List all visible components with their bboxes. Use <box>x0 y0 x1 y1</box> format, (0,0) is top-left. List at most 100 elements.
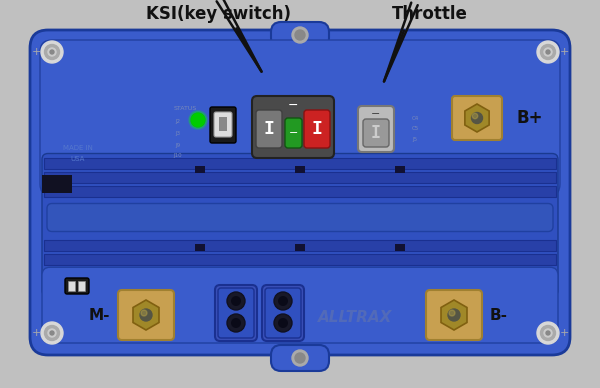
Text: +: + <box>31 328 41 338</box>
FancyBboxPatch shape <box>252 96 334 158</box>
Bar <box>78 281 85 291</box>
Text: I: I <box>311 120 322 138</box>
Text: Throttle: Throttle <box>392 5 468 23</box>
Circle shape <box>231 296 241 306</box>
Text: −: − <box>288 99 298 111</box>
FancyBboxPatch shape <box>452 96 502 140</box>
Circle shape <box>546 50 550 54</box>
Circle shape <box>50 50 54 54</box>
Circle shape <box>48 48 56 56</box>
Circle shape <box>472 113 478 119</box>
Text: J5: J5 <box>412 137 418 142</box>
Text: J9: J9 <box>175 142 181 147</box>
Text: +: + <box>559 328 569 338</box>
FancyBboxPatch shape <box>265 288 301 338</box>
Circle shape <box>448 309 460 321</box>
Circle shape <box>140 309 152 321</box>
Circle shape <box>292 27 308 43</box>
Circle shape <box>546 331 550 335</box>
Bar <box>219 117 227 131</box>
Bar <box>44 171 556 182</box>
FancyBboxPatch shape <box>118 290 174 340</box>
Circle shape <box>541 326 556 341</box>
Circle shape <box>295 353 305 363</box>
Bar <box>195 244 205 251</box>
Text: J3: J3 <box>175 130 181 135</box>
Circle shape <box>41 41 63 63</box>
Text: C4: C4 <box>412 116 419 121</box>
Circle shape <box>292 350 308 366</box>
Text: −: − <box>371 109 380 119</box>
FancyBboxPatch shape <box>426 290 482 340</box>
Circle shape <box>48 329 56 337</box>
Circle shape <box>295 30 305 40</box>
FancyBboxPatch shape <box>42 154 558 296</box>
FancyBboxPatch shape <box>215 285 257 341</box>
Text: USA: USA <box>71 156 85 162</box>
Circle shape <box>44 45 59 59</box>
Circle shape <box>191 113 205 127</box>
FancyBboxPatch shape <box>214 112 232 137</box>
FancyBboxPatch shape <box>358 106 394 152</box>
Circle shape <box>449 310 455 316</box>
Circle shape <box>227 314 245 332</box>
FancyBboxPatch shape <box>65 278 89 294</box>
Circle shape <box>541 45 556 59</box>
Text: C5: C5 <box>412 126 419 132</box>
Bar <box>195 166 205 173</box>
Text: ALLTRAX: ALLTRAX <box>318 310 392 326</box>
Circle shape <box>544 48 552 56</box>
Circle shape <box>278 296 288 306</box>
Bar <box>395 166 405 173</box>
Bar <box>295 166 305 173</box>
FancyBboxPatch shape <box>363 119 389 147</box>
Circle shape <box>50 331 54 335</box>
FancyBboxPatch shape <box>47 203 553 232</box>
FancyBboxPatch shape <box>40 40 560 196</box>
FancyBboxPatch shape <box>42 267 558 343</box>
Text: STATUS: STATUS <box>173 106 197 111</box>
Bar <box>295 244 305 251</box>
Text: I: I <box>371 124 381 142</box>
Bar <box>395 244 405 251</box>
Polygon shape <box>465 104 489 132</box>
Circle shape <box>141 310 147 316</box>
Text: KSI(key switch): KSI(key switch) <box>146 5 290 23</box>
Text: −: − <box>289 128 298 138</box>
Bar <box>44 253 556 265</box>
Circle shape <box>544 329 552 337</box>
Polygon shape <box>133 300 159 330</box>
Circle shape <box>41 322 63 344</box>
FancyBboxPatch shape <box>285 118 302 148</box>
Polygon shape <box>441 300 467 330</box>
Circle shape <box>231 318 241 328</box>
Circle shape <box>274 292 292 310</box>
Circle shape <box>274 314 292 332</box>
Circle shape <box>537 322 559 344</box>
FancyBboxPatch shape <box>256 110 282 148</box>
FancyBboxPatch shape <box>30 30 570 355</box>
Circle shape <box>44 326 59 341</box>
Circle shape <box>227 292 245 310</box>
Text: B-: B- <box>490 308 508 322</box>
FancyBboxPatch shape <box>271 22 329 48</box>
FancyBboxPatch shape <box>304 110 330 148</box>
Text: J2: J2 <box>175 120 181 125</box>
Text: I: I <box>263 120 274 138</box>
FancyBboxPatch shape <box>262 285 304 341</box>
FancyBboxPatch shape <box>218 288 254 338</box>
Bar <box>44 239 556 251</box>
Bar <box>42 175 72 193</box>
Circle shape <box>278 318 288 328</box>
Bar <box>44 185 556 196</box>
Bar <box>44 158 556 168</box>
Circle shape <box>472 113 482 123</box>
Text: MADE IN: MADE IN <box>63 145 93 151</box>
Text: +: + <box>559 47 569 57</box>
Text: M-: M- <box>89 308 110 322</box>
Circle shape <box>537 41 559 63</box>
Bar <box>68 281 75 291</box>
Text: B+: B+ <box>517 109 544 127</box>
FancyBboxPatch shape <box>271 345 329 371</box>
Text: +: + <box>31 47 41 57</box>
